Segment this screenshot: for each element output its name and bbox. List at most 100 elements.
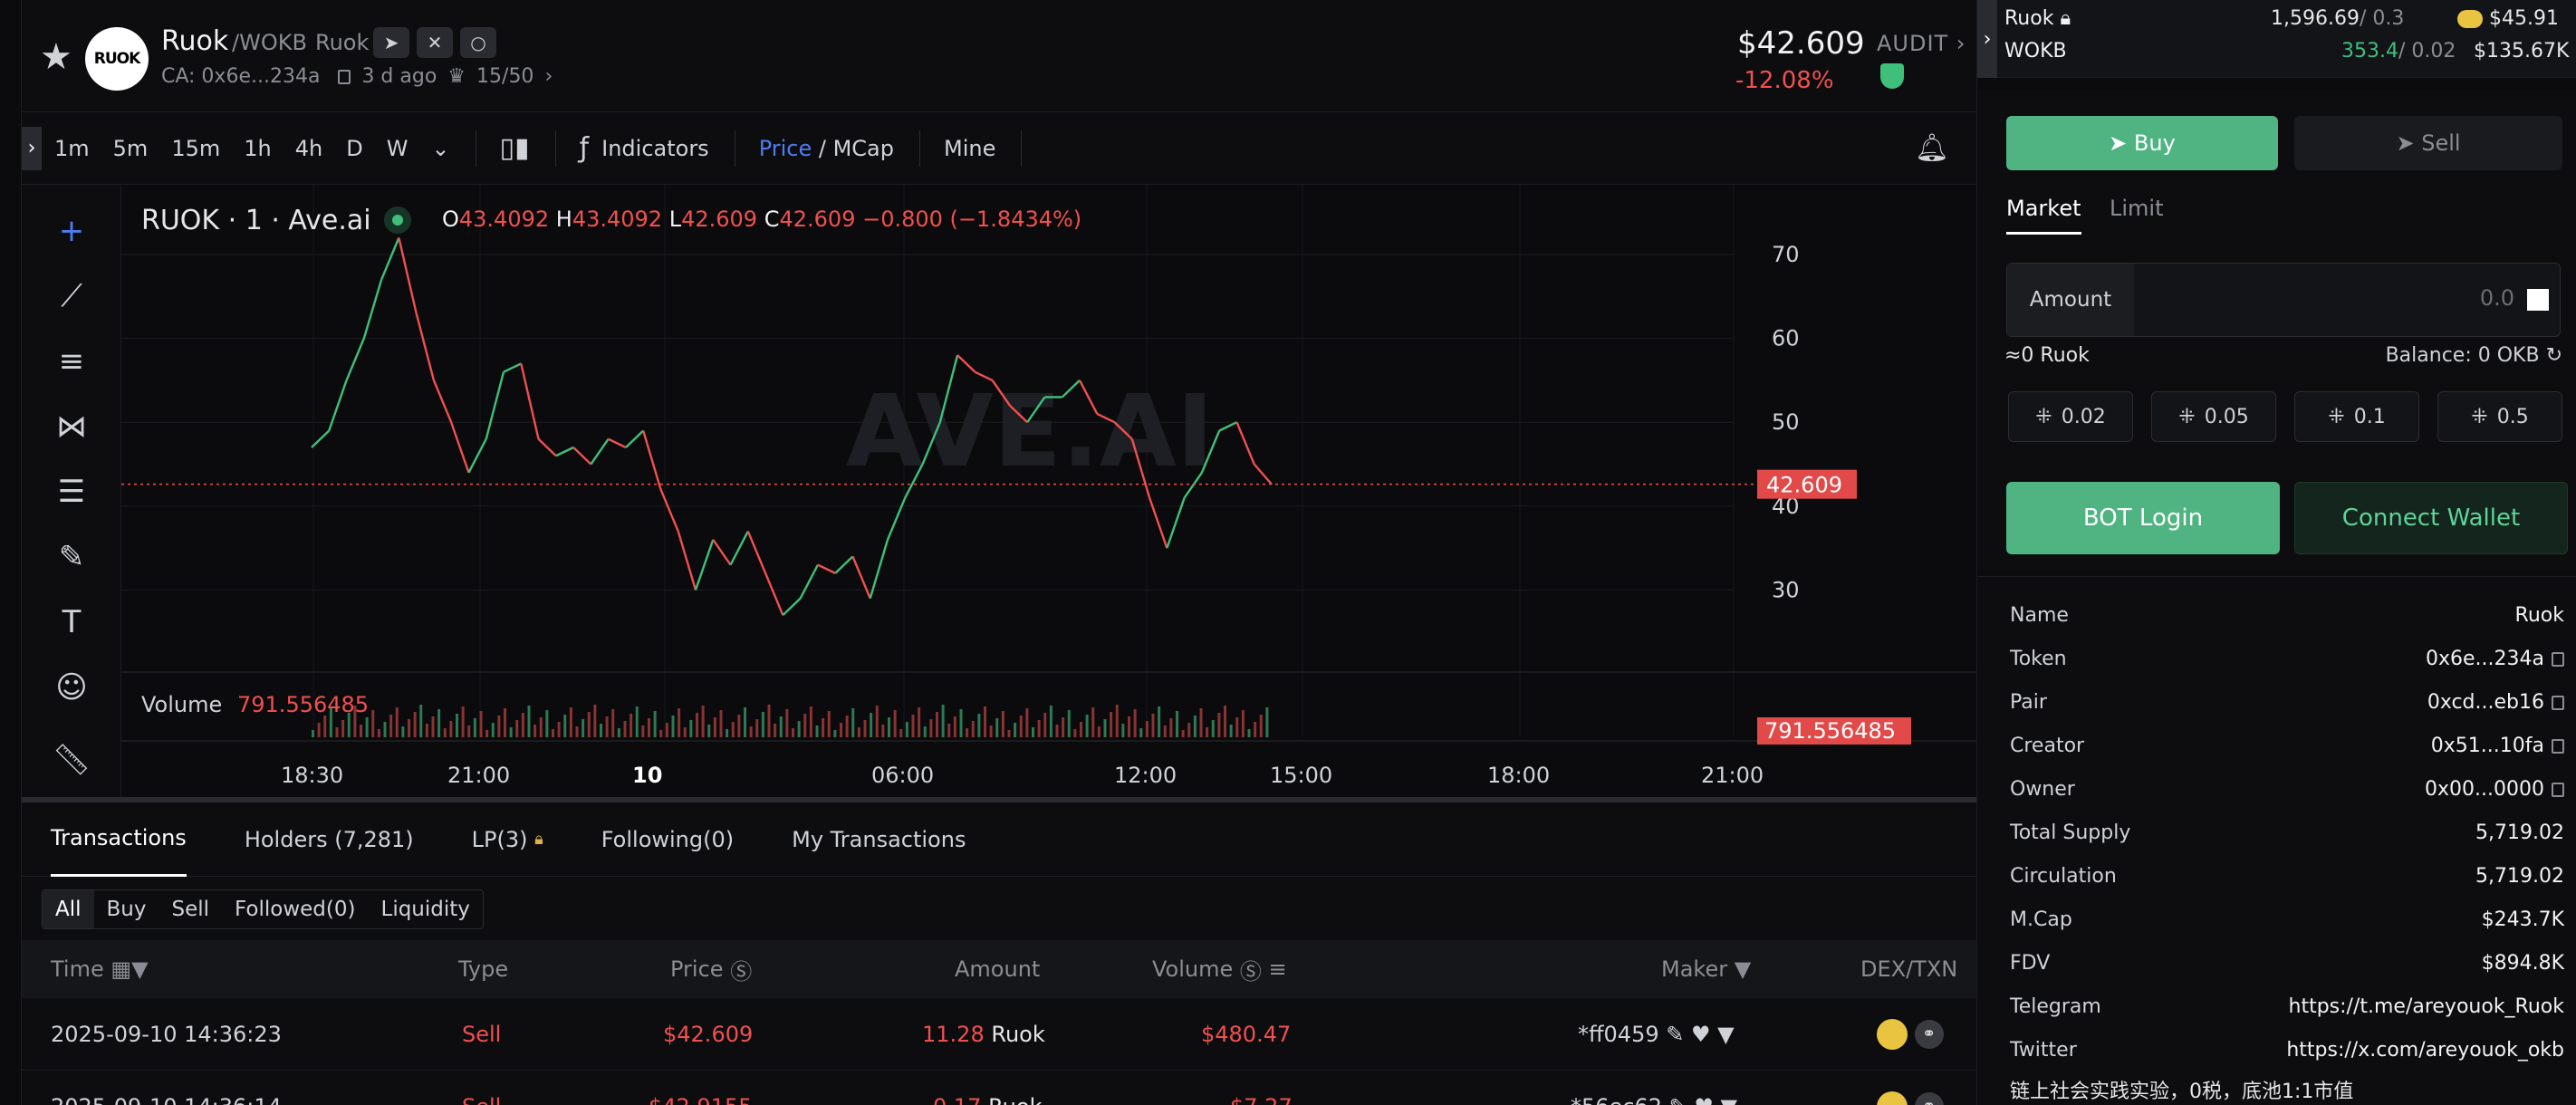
dex-icon[interactable]: ⚭	[1877, 998, 1944, 1070]
copy-icon[interactable]	[2552, 651, 2564, 667]
dollar-icon[interactable]: Ⓢ	[730, 958, 753, 985]
emoji-icon[interactable]: ☺	[55, 669, 88, 706]
amount-field[interactable]: Amount 0.0	[2006, 263, 2561, 337]
mine-toggle[interactable]: Mine	[943, 135, 996, 161]
telegram-icon[interactable]: ➤	[373, 27, 409, 58]
interval-1m[interactable]: 1m	[54, 135, 90, 161]
preset-05[interactable]: ⁜ 0.5	[2437, 391, 2562, 442]
col-price[interactable]: Price Ⓢ	[670, 940, 752, 998]
copy-icon[interactable]	[2552, 782, 2564, 797]
interval-4h[interactable]: 4h	[294, 135, 323, 161]
sort-icon[interactable]: ≡	[1268, 956, 1287, 982]
interval-5m[interactable]: 5m	[112, 135, 149, 161]
tab-market[interactable]: Market	[2006, 196, 2081, 235]
amount-input[interactable]: 0.0	[2479, 285, 2514, 311]
table-row[interactable]: 2025-09-10 14:36:14 Sell $42.9155 0.17 R…	[22, 1071, 1976, 1105]
buy-tab-button[interactable]: ➤ Buy	[2006, 116, 2278, 170]
info-row-twitter[interactable]: Twitter https://x.com/areyouok_okb	[2010, 1038, 2564, 1062]
price-mcap-toggle[interactable]: Price / MCap	[758, 135, 894, 161]
sell-tab-button[interactable]: ➤ Sell	[2294, 116, 2562, 170]
copy-icon[interactable]	[2552, 695, 2564, 710]
connect-wallet-button[interactable]: Connect Wallet	[2294, 482, 2568, 554]
price-segment	[1096, 412, 1116, 424]
volume-bar	[389, 715, 393, 737]
info-row-token[interactable]: Token 0x6e...234a	[2010, 637, 2564, 680]
search-icon[interactable]: ○	[460, 27, 496, 58]
ruler-icon[interactable]: 📏︎	[52, 742, 91, 778]
status-dot-icon	[384, 207, 411, 234]
crosshair-icon[interactable]: +	[58, 213, 85, 249]
pool-value-1: $45.91	[2457, 7, 2559, 30]
interval-15m[interactable]: 15m	[171, 135, 221, 161]
chevron-down-icon[interactable]: ⌄	[431, 135, 450, 161]
holder-ratio[interactable]: 15/50	[476, 65, 534, 88]
indicators-button[interactable]: Indicators	[601, 135, 709, 161]
preset-005[interactable]: ⁜ 0.05	[2151, 391, 2276, 442]
filter-buy[interactable]: Buy	[106, 898, 147, 921]
interval-1h[interactable]: 1h	[244, 135, 272, 161]
tab-limit[interactable]: Limit	[2110, 196, 2164, 221]
trend-line-icon[interactable]: ⟋	[61, 278, 82, 314]
pattern-icon[interactable]: ⋈	[56, 408, 87, 445]
bell-icon[interactable]: 🔔︎	[1914, 132, 1949, 164]
info-row-telegram[interactable]: Telegram https://t.me/areyouok_Ruok	[2010, 994, 2564, 1018]
price-chart[interactable]: 70 60 50 40 30 18:30 21:00 10 06:00 12:00 15:00 18:…	[121, 185, 1976, 797]
interval-w[interactable]: W	[386, 135, 409, 161]
contract-address[interactable]: CA: 0x6e...234a	[161, 65, 321, 88]
col-time[interactable]: Time ▦ ▼	[51, 956, 149, 982]
bot-login-button[interactable]: BOT Login	[2006, 482, 2280, 554]
filter-followed[interactable]: Followed(0)	[235, 898, 356, 921]
copy-icon[interactable]	[338, 69, 351, 84]
volume-bar	[479, 711, 483, 737]
dollar-icon[interactable]: Ⓢ	[1239, 958, 1262, 985]
dex-icon[interactable]: ⚭	[1877, 1071, 1944, 1105]
fib-icon[interactable]: ☰	[57, 474, 86, 510]
price-segment	[799, 564, 819, 600]
volume-bar	[905, 722, 908, 737]
brush-icon[interactable]: ✎	[58, 539, 85, 575]
tab-holders[interactable]: Holders (7,281)	[244, 826, 414, 852]
x-twitter-icon[interactable]: ✕	[417, 27, 453, 58]
function-icon[interactable]: ƒ	[579, 132, 590, 164]
price-segment	[1235, 421, 1255, 465]
link-icon[interactable]: ⚭	[1914, 1019, 1944, 1049]
col-maker[interactable]: Maker ▼	[1661, 956, 1752, 982]
volume-bar	[504, 708, 506, 737]
price-segment	[1026, 396, 1046, 423]
candlestick-icon[interactable]: ▯▮	[499, 132, 530, 164]
volume-value: 791.556485	[237, 692, 370, 717]
filter-liquidity[interactable]: Liquidity	[380, 898, 470, 921]
col-volume[interactable]: Volume Ⓢ ≡	[1152, 940, 1287, 998]
table-row[interactable]: 2025-09-10 14:36:23 Sell $42.609 11.28 R…	[22, 998, 1976, 1071]
horizontal-lines-icon[interactable]: ≡	[58, 343, 85, 380]
filter-icon[interactable]: ▼	[1734, 956, 1752, 982]
copy-icon[interactable]	[2552, 738, 2564, 754]
link-icon[interactable]: ⚭	[1914, 1091, 1944, 1105]
chevron-right-icon[interactable]: ›	[544, 65, 553, 88]
calendar-icon[interactable]: ▦	[111, 956, 132, 982]
volume-bar	[893, 710, 897, 737]
filter-sell[interactable]: Sell	[171, 898, 210, 921]
info-row-pair[interactable]: Pair 0xcd...eb16	[2010, 680, 2564, 724]
preset-01[interactable]: ⁜ 0.1	[2294, 391, 2419, 442]
tab-lp[interactable]: LP(3) 🔒︎	[471, 826, 543, 852]
preset-002[interactable]: ⁜ 0.02	[2008, 391, 2133, 442]
expand-panel-icon[interactable]: ›	[22, 126, 42, 170]
refresh-icon[interactable]: ↻	[2545, 344, 2562, 367]
info-row-owner[interactable]: Owner 0x00...0000	[2010, 767, 2564, 811]
tab-following[interactable]: Following(0)	[601, 826, 735, 852]
favorite-star-icon[interactable]: ★	[40, 36, 72, 78]
volume-bar	[395, 707, 399, 737]
interval-d[interactable]: D	[346, 135, 363, 161]
audit-link[interactable]: AUDIT ›	[1877, 31, 1966, 56]
collapse-panel-icon[interactable]: ›	[1977, 0, 1997, 78]
filter-all[interactable]: All	[43, 890, 94, 928]
text-icon[interactable]: T	[62, 604, 82, 640]
row-maker[interactable]: *56ec62 ✎ ♥ ▼	[1571, 1071, 1737, 1105]
filter-icon[interactable]: ▼	[131, 956, 149, 982]
row-maker[interactable]: *ff0459 ✎ ♥ ▼	[1578, 1021, 1735, 1047]
info-row-creator[interactable]: Creator 0x51...10fa	[2010, 724, 2564, 767]
tab-transactions[interactable]: Transactions	[51, 802, 187, 877]
tab-my-transactions[interactable]: My Transactions	[792, 826, 966, 852]
